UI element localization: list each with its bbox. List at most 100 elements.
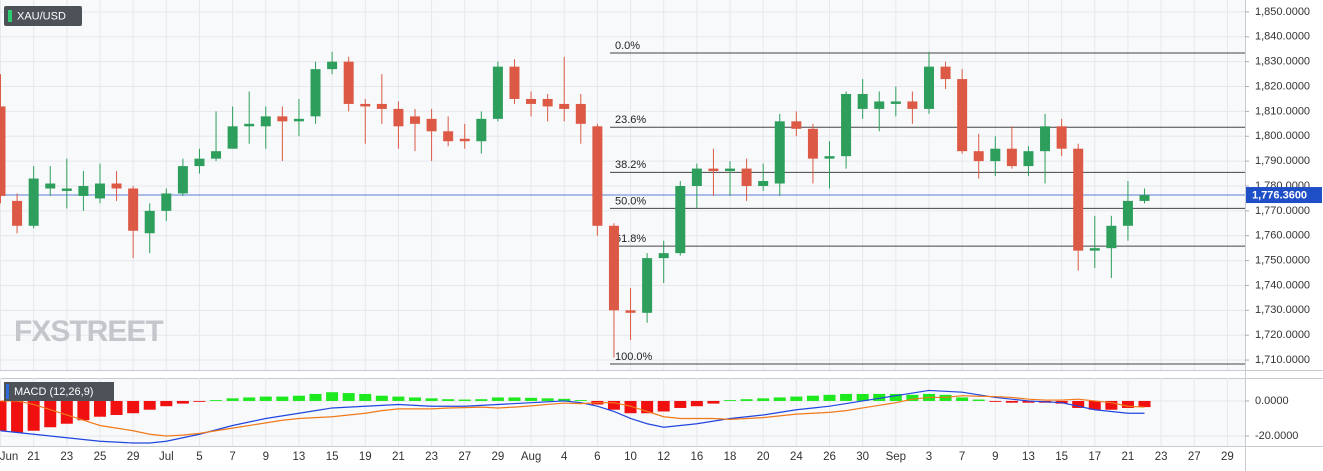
- candle-body: [1122, 200, 1133, 226]
- candle-body: [94, 183, 105, 199]
- x-tick-label: 30: [856, 451, 869, 463]
- candle-body: [1106, 225, 1117, 249]
- y-tick-label: 1,810.0000: [1255, 105, 1310, 117]
- candle-body: [940, 66, 951, 80]
- candle-body: [575, 103, 586, 124]
- candle-body: [177, 166, 188, 194]
- histogram-bar: [309, 393, 322, 401]
- histogram-bar: [110, 400, 123, 415]
- fib-label: 38.2%: [615, 159, 646, 171]
- x-tick-label: 4: [561, 451, 568, 463]
- price-plot: 0.0% 23.6% 38.2% 50.0% 61.8% 100.0%: [0, 40, 1245, 365]
- y-tick-label: 1,840.0000: [1255, 31, 1310, 43]
- candle-body: [78, 185, 89, 196]
- candle-body: [708, 168, 719, 172]
- candle-body: [774, 121, 785, 184]
- histogram-bar: [27, 400, 40, 431]
- y-tick-label: 1,850.0000: [1255, 6, 1310, 18]
- histogram-bar: [143, 400, 156, 410]
- x-tick-label: 23: [425, 451, 438, 463]
- candle-body: [1006, 148, 1017, 167]
- histogram-bar: [956, 397, 969, 401]
- macd-badge: MACD (12,26,9): [4, 382, 114, 401]
- candle-body: [824, 156, 835, 159]
- histogram-bar: [60, 400, 73, 424]
- histogram-bar: [0, 400, 7, 431]
- histogram-bar: [790, 396, 803, 401]
- macd-line: [0, 389, 1145, 444]
- histogram-bar: [1105, 400, 1118, 410]
- candle-body: [608, 225, 619, 311]
- candle-body: [1073, 148, 1084, 251]
- y-tick-label: 1,800.0000: [1255, 130, 1310, 142]
- candle-body: [923, 66, 934, 109]
- y-tick-label: 1,760.0000: [1255, 230, 1310, 242]
- x-tick-label: Aug: [521, 451, 541, 463]
- x-tick-label: 21: [27, 451, 40, 463]
- histogram-bar: [724, 400, 737, 401]
- x-tick-label: 6: [594, 451, 600, 463]
- candle-body: [1023, 151, 1034, 167]
- macd-panel: [0, 378, 1245, 446]
- fib-label: 50.0%: [615, 195, 646, 207]
- watermark: FXSTREET: [14, 315, 163, 348]
- y-tick-label: 1,740.0000: [1255, 279, 1310, 291]
- candle-body: [227, 126, 238, 149]
- candle-body: [691, 168, 702, 186]
- x-tick-label: 29: [127, 451, 140, 463]
- candle-body: [476, 118, 487, 142]
- histogram-bar: [773, 397, 786, 401]
- y-tick-label: 1,750.0000: [1255, 254, 1310, 266]
- y-tick-label: -20.0000: [1255, 430, 1298, 442]
- y-tick-label: 1,830.0000: [1255, 56, 1310, 68]
- candle-body: [509, 66, 520, 99]
- histogram-bar: [375, 395, 388, 401]
- candle-body: [675, 185, 686, 254]
- candle-body: [260, 116, 271, 127]
- histogram-bar: [243, 397, 256, 401]
- candle-body: [990, 148, 1001, 162]
- histogram-bar: [574, 400, 587, 401]
- fib-label: 23.6%: [615, 114, 646, 126]
- candle-body: [310, 69, 321, 117]
- histogram-bar: [889, 393, 902, 401]
- histogram-bar: [508, 397, 521, 401]
- candle-body: [28, 178, 39, 226]
- candle-body: [144, 210, 155, 234]
- x-tick-label: 13: [293, 451, 306, 463]
- histogram-bar: [77, 400, 90, 421]
- candle-body: [111, 183, 122, 189]
- candle-body: [327, 61, 338, 70]
- candle-body: [128, 188, 139, 231]
- candle-body: [725, 168, 736, 172]
- candle-body: [758, 181, 769, 186]
- candle-body: [376, 103, 387, 109]
- histogram-bar: [690, 400, 703, 407]
- candle-body: [874, 101, 885, 109]
- histogram-bar: [1121, 400, 1134, 408]
- histogram-bar: [1005, 400, 1018, 403]
- last-price-label: 1,776.3600: [1252, 189, 1307, 201]
- histogram-bar: [674, 400, 687, 408]
- candle-body: [957, 79, 968, 152]
- y-tick-label: 0.0000: [1255, 395, 1289, 407]
- signal-line: [0, 395, 1145, 437]
- candle-body: [807, 128, 818, 159]
- candle-body: [277, 116, 288, 122]
- candle-body: [1139, 195, 1150, 201]
- candle-body: [443, 131, 454, 142]
- histogram-bar: [525, 397, 538, 401]
- candle-body: [625, 310, 636, 313]
- macd-plot: [0, 389, 1151, 444]
- histogram-bar: [806, 395, 819, 401]
- x-tick-label: 17: [1088, 451, 1101, 463]
- histogram-bar: [624, 400, 637, 414]
- histogram-bar: [409, 397, 421, 401]
- histogram-bar: [1088, 400, 1101, 410]
- x-tick-label: 29: [1221, 451, 1234, 463]
- histogram-bar: [259, 396, 272, 401]
- histogram-bar: [210, 400, 223, 401]
- histogram-bar: [906, 394, 919, 401]
- candle-body: [890, 101, 901, 104]
- histogram-bar: [823, 394, 836, 401]
